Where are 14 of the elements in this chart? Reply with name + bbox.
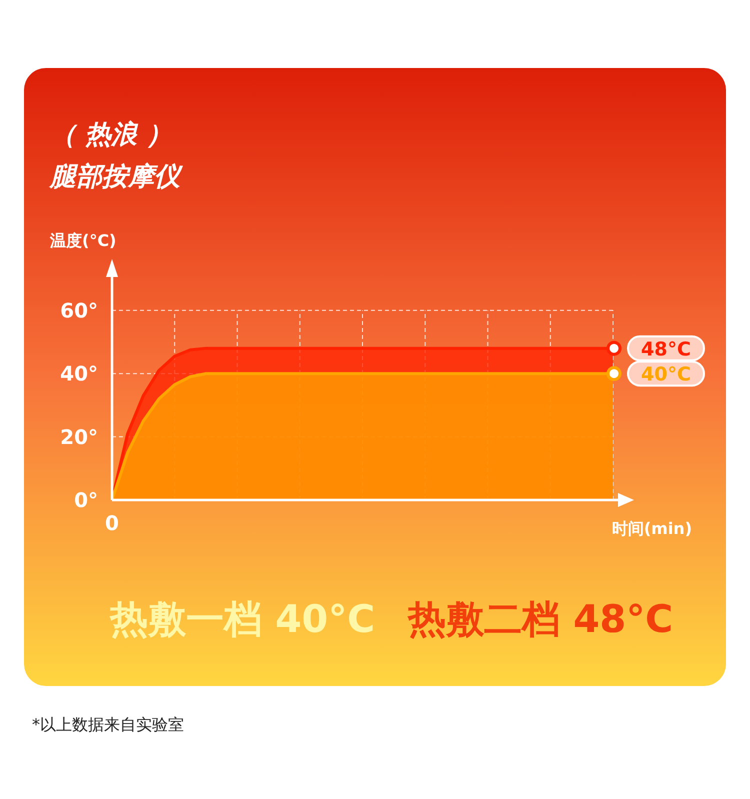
y-tick-label: 40°	[60, 362, 98, 386]
text: *以上数据来自实验室	[32, 715, 184, 734]
text: 热敷一档 40°C	[109, 597, 375, 641]
text: 热敷二档 48°C	[407, 597, 673, 641]
series-label: 48°C	[641, 338, 691, 360]
y-tick-label: 60°	[60, 298, 98, 322]
chart-subtitle: 腿部按摩仪	[48, 162, 183, 192]
chart-title: （ 热浪 ）	[50, 120, 172, 150]
y-tick-label: 0°	[74, 488, 98, 512]
x-axis-title: 时间(min)	[612, 519, 692, 538]
series-label: 40°C	[641, 364, 691, 386]
y-axis-title: 温度(°C)	[49, 231, 116, 250]
y-tick-label: 20°	[60, 424, 98, 449]
x-tick-label: 0	[105, 511, 119, 535]
